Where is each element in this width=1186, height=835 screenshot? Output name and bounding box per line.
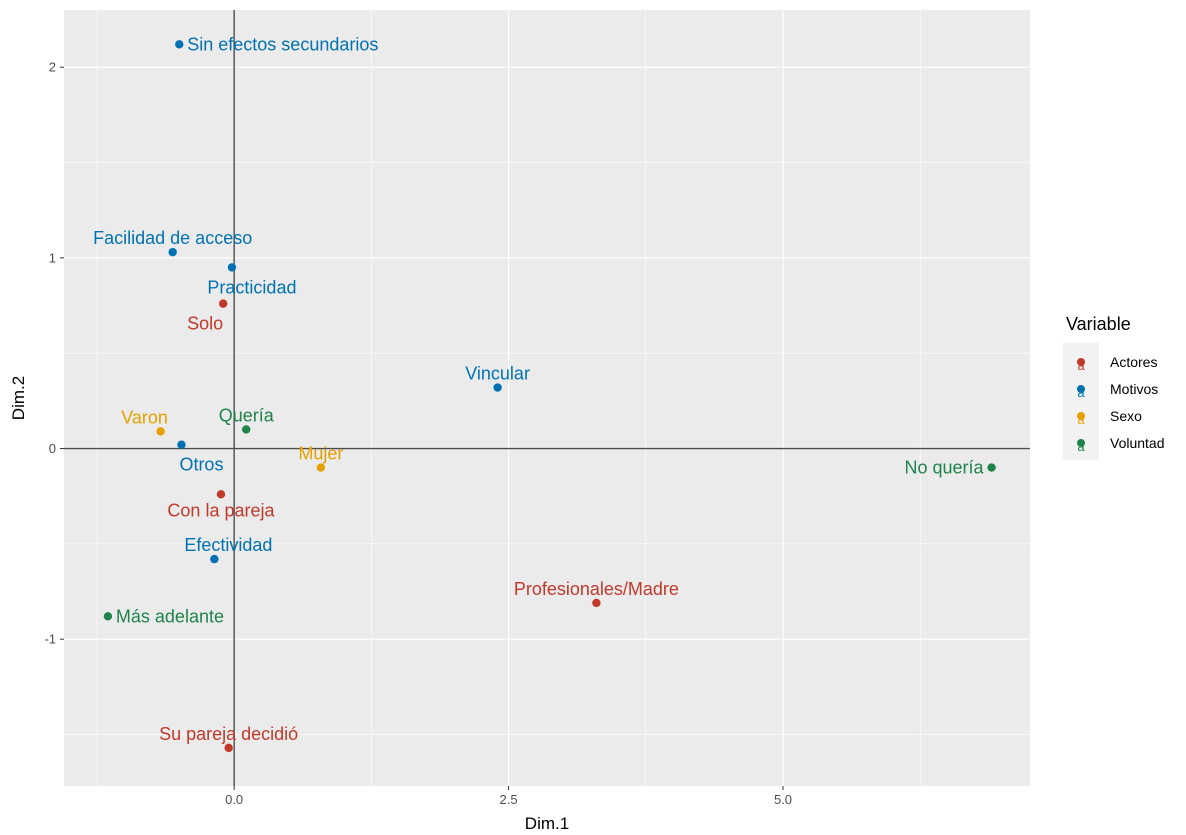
y-tick-label: 0 xyxy=(49,441,56,456)
legend-label: Actores xyxy=(1110,354,1157,370)
legend-title: Variable xyxy=(1066,314,1131,334)
data-point xyxy=(224,743,233,753)
data-point xyxy=(168,247,177,257)
data-point xyxy=(103,612,113,621)
data-point xyxy=(175,40,184,49)
y-axis: -1 0 1 2 xyxy=(44,60,64,647)
minor-grid xyxy=(64,10,1030,786)
x-tick-label: 2.5 xyxy=(500,792,518,807)
point-label: Mujer xyxy=(298,444,343,464)
point-layer xyxy=(103,40,996,753)
point-label: Con la pareja xyxy=(167,500,275,520)
x-axis-title: Dim.1 xyxy=(525,814,569,833)
panel-background xyxy=(64,10,1030,786)
point-label: Efectividad xyxy=(184,535,272,555)
point-label-layer: Solo Con la pareja Profesionales/Madre Su p… xyxy=(93,34,984,744)
legend-key-glyph: a xyxy=(1077,385,1085,400)
x-tick-label: 0.0 xyxy=(225,792,243,807)
point-label: Varon xyxy=(121,407,168,427)
x-axis: 0.0 2.5 5.0 xyxy=(225,786,792,807)
legend-key-glyph: a xyxy=(1077,412,1085,427)
data-point xyxy=(242,425,251,434)
point-label: Profesionales/Madre xyxy=(514,579,679,599)
legend-key-point xyxy=(1077,412,1085,420)
legend-label: Sexo xyxy=(1110,408,1142,424)
y-tick-label: -1 xyxy=(44,632,56,647)
point-label: Quería xyxy=(219,405,275,425)
data-point xyxy=(210,554,219,564)
point-label: Vincular xyxy=(465,364,530,384)
data-point xyxy=(156,427,165,436)
y-tick-label: 2 xyxy=(49,60,56,75)
legend-label: Voluntad xyxy=(1110,435,1165,451)
legend: Variable a Actores a Motivos a Sexo a Voluntad xyxy=(1063,314,1165,460)
y-axis-title: Dim.2 xyxy=(9,376,28,420)
data-point xyxy=(987,463,996,472)
point-label: No quería xyxy=(905,458,985,478)
legend-key-glyph: a xyxy=(1077,358,1085,373)
point-label: Otros xyxy=(179,455,223,475)
legend-key-point xyxy=(1077,385,1085,393)
legend-label: Motivos xyxy=(1110,381,1158,397)
legend-key-point xyxy=(1077,358,1085,366)
data-point xyxy=(177,440,186,449)
x-tick-label: 5.0 xyxy=(774,792,792,807)
data-point xyxy=(218,299,228,308)
legend-key-point xyxy=(1077,439,1085,447)
point-label: Solo xyxy=(187,314,223,334)
data-point xyxy=(493,383,502,392)
data-point xyxy=(216,490,226,499)
point-label: Practicidad xyxy=(207,277,296,297)
y-tick-label: 1 xyxy=(49,250,56,265)
point-label: Más adelante xyxy=(116,606,224,626)
data-point xyxy=(592,598,601,608)
data-point xyxy=(316,463,326,472)
legend-entries: a Actores a Motivos a Sexo a Voluntad xyxy=(1077,354,1165,454)
reference-lines xyxy=(64,10,1030,786)
data-point xyxy=(227,263,237,272)
legend-key-glyph: a xyxy=(1077,439,1085,454)
point-label: Facilidad de acceso xyxy=(93,228,252,248)
point-label: Su pareja decidió xyxy=(159,724,298,744)
point-label: Sin efectos secundarios xyxy=(187,34,378,54)
